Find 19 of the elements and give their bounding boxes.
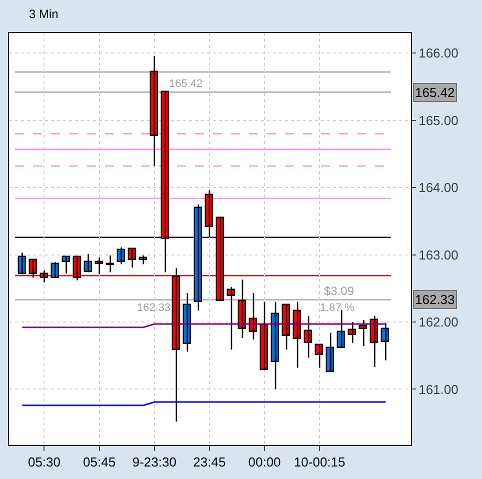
- x-tick-label: 05:30: [28, 454, 61, 470]
- ref-line-label: 162.33: [415, 292, 455, 307]
- annotation: 165.42: [169, 78, 203, 90]
- annotation: 162.33: [137, 302, 171, 314]
- y-tick-label: 162.00: [418, 314, 458, 330]
- x-tick-label: 9-23:30: [132, 454, 176, 470]
- ref-line-label: 165.42: [415, 85, 455, 100]
- chart-title: 3 Min: [29, 7, 58, 21]
- x-tick-label: 23:45: [193, 454, 226, 470]
- y-tick-label: 166.00: [418, 46, 458, 61]
- y-tick-label: 163.00: [418, 247, 458, 262]
- y-tick-label: 164.00: [418, 180, 458, 196]
- y-tick-label: 165.00: [418, 112, 458, 128]
- annotation: 1.87 %: [320, 302, 354, 314]
- x-tick-label: 05:45: [83, 454, 116, 470]
- x-tick-label: 00:00: [248, 454, 281, 470]
- annotation: $3.09: [324, 284, 354, 298]
- x-tick-label: 10-00:15: [294, 454, 346, 470]
- y-tick-label: 161.00: [418, 382, 458, 397]
